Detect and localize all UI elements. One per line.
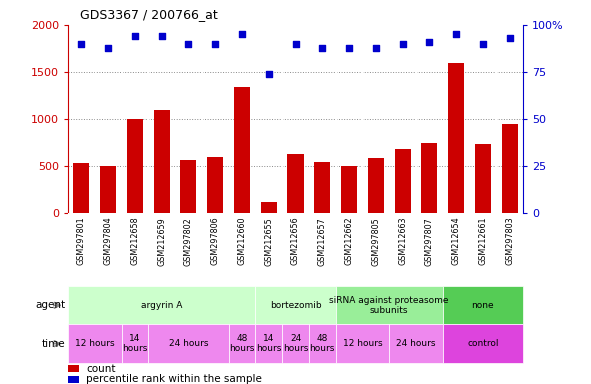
Text: bortezomib: bortezomib <box>269 301 322 310</box>
Point <box>130 33 139 39</box>
Text: 48
hours: 48 hours <box>229 334 255 353</box>
Text: 14
hours: 14 hours <box>122 334 148 353</box>
Point <box>264 71 274 77</box>
Text: 48
hours: 48 hours <box>310 334 335 353</box>
Bar <box>261 202 277 213</box>
Bar <box>282 324 309 363</box>
Point <box>478 41 488 47</box>
Text: agent: agent <box>35 300 65 310</box>
Bar <box>448 63 464 213</box>
Text: GSM212657: GSM212657 <box>318 217 327 265</box>
Bar <box>475 144 491 213</box>
Text: GDS3367 / 200766_at: GDS3367 / 200766_at <box>80 8 217 21</box>
Point <box>237 31 246 37</box>
Text: GSM297805: GSM297805 <box>371 217 380 265</box>
Point <box>157 33 167 39</box>
Bar <box>154 110 170 213</box>
Text: GSM212663: GSM212663 <box>398 217 407 265</box>
Text: GSM297803: GSM297803 <box>505 217 514 265</box>
Bar <box>68 324 122 363</box>
Bar <box>336 324 389 363</box>
Bar <box>207 157 223 213</box>
Text: 24 hours: 24 hours <box>396 339 436 348</box>
Text: GSM212660: GSM212660 <box>238 217 246 265</box>
Bar <box>314 162 330 213</box>
Bar <box>421 142 437 213</box>
Bar <box>287 154 304 213</box>
Bar <box>127 119 143 213</box>
Bar <box>368 157 384 213</box>
Text: count: count <box>86 364 116 374</box>
Bar <box>234 87 250 213</box>
Text: time: time <box>41 339 65 349</box>
Text: GSM212662: GSM212662 <box>345 217 353 265</box>
Text: GSM297804: GSM297804 <box>103 217 113 265</box>
Bar <box>148 324 229 363</box>
Bar <box>443 286 523 324</box>
Point <box>291 41 300 47</box>
Point <box>371 45 381 51</box>
Point <box>452 31 461 37</box>
Bar <box>122 324 148 363</box>
Text: GSM212654: GSM212654 <box>452 217 460 265</box>
Text: 12 hours: 12 hours <box>343 339 382 348</box>
Text: GSM212656: GSM212656 <box>291 217 300 265</box>
Point <box>317 45 327 51</box>
Point <box>184 41 193 47</box>
Text: none: none <box>472 301 494 310</box>
Text: siRNA against proteasome
subunits: siRNA against proteasome subunits <box>329 296 449 315</box>
Text: GSM212661: GSM212661 <box>478 217 488 265</box>
Point <box>345 45 354 51</box>
Bar <box>502 124 518 213</box>
Bar <box>229 324 255 363</box>
Text: 14
hours: 14 hours <box>256 334 281 353</box>
Text: GSM212658: GSM212658 <box>131 217 139 265</box>
Bar <box>73 163 89 213</box>
Text: GSM297801: GSM297801 <box>77 217 86 265</box>
Point <box>210 41 220 47</box>
Bar <box>443 324 523 363</box>
Text: 24
hours: 24 hours <box>283 334 308 353</box>
Bar <box>309 324 336 363</box>
Bar <box>389 324 443 363</box>
Text: percentile rank within the sample: percentile rank within the sample <box>86 374 262 384</box>
Text: GSM297807: GSM297807 <box>425 217 434 265</box>
Text: control: control <box>467 339 499 348</box>
Bar <box>180 161 196 213</box>
Text: argyrin A: argyrin A <box>141 301 183 310</box>
Point <box>103 45 113 51</box>
Point <box>77 41 86 47</box>
Point <box>398 41 407 47</box>
Bar <box>255 324 282 363</box>
Text: GSM212655: GSM212655 <box>264 217 273 265</box>
Text: GSM297806: GSM297806 <box>211 217 220 265</box>
Bar <box>395 149 411 213</box>
Bar <box>255 286 336 324</box>
Text: GSM297802: GSM297802 <box>184 217 193 265</box>
Bar <box>100 166 116 213</box>
Point <box>505 35 514 41</box>
Text: 24 hours: 24 hours <box>168 339 208 348</box>
Bar <box>341 166 357 213</box>
Bar <box>68 286 255 324</box>
Bar <box>68 376 79 383</box>
Bar <box>336 286 443 324</box>
Bar <box>68 365 79 372</box>
Text: 12 hours: 12 hours <box>75 339 115 348</box>
Point <box>424 39 434 45</box>
Text: GSM212659: GSM212659 <box>157 217 166 265</box>
